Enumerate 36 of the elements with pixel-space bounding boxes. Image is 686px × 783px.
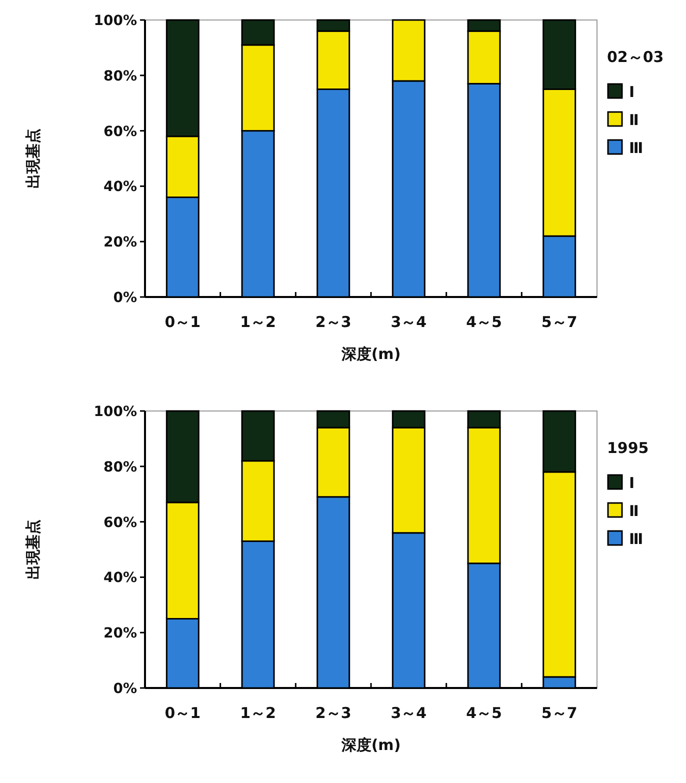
legend-label: Ⅱ bbox=[629, 111, 639, 129]
x-tick-label: 0～1 bbox=[164, 313, 201, 331]
x-tick-label: 3～4 bbox=[390, 313, 427, 331]
y-tick-label: 20% bbox=[103, 234, 137, 251]
x-tick-label: 1～2 bbox=[240, 704, 276, 722]
x-tick-label: 2～3 bbox=[315, 313, 352, 331]
x-axis-title: 深度(m) bbox=[340, 345, 401, 363]
y-tick-label: 80% bbox=[103, 68, 137, 84]
legend-label: Ⅰ bbox=[629, 83, 635, 101]
x-axis-title: 深度(m) bbox=[340, 736, 401, 754]
legend-label: Ⅲ bbox=[629, 139, 644, 157]
y-axis-title: 出現基点 bbox=[24, 128, 42, 188]
y-tick-label: 60% bbox=[103, 124, 137, 140]
y-tick-label: 100% bbox=[94, 13, 137, 29]
x-tick-label: 0～1 bbox=[164, 704, 201, 722]
x-tick-label: 5～7 bbox=[541, 704, 578, 722]
x-tick-label: 4～5 bbox=[466, 313, 502, 331]
legend-label: Ⅱ bbox=[629, 502, 639, 520]
y-axis-title: 出現基点 bbox=[24, 520, 42, 580]
y-tick-label: 80% bbox=[103, 459, 137, 476]
x-tick-label: 3～4 bbox=[390, 704, 427, 722]
y-tick-label: 20% bbox=[103, 626, 137, 642]
legend-title: 1995 bbox=[607, 439, 649, 457]
x-tick-label: 2～3 bbox=[315, 704, 352, 722]
x-tick-label: 1～2 bbox=[240, 313, 276, 331]
y-tick-label: 60% bbox=[103, 514, 137, 531]
y-tick-label: 100% bbox=[94, 404, 137, 420]
legend-label: Ⅰ bbox=[629, 474, 635, 492]
legend-title: 02～03 bbox=[607, 48, 664, 66]
x-tick-label: 4～5 bbox=[466, 704, 502, 722]
y-tick-label: 40% bbox=[103, 570, 137, 586]
x-tick-label: 5～7 bbox=[541, 313, 578, 331]
y-tick-label: 40% bbox=[103, 179, 137, 196]
y-tick-label: 0% bbox=[113, 290, 137, 306]
y-tick-label: 0% bbox=[113, 681, 137, 697]
legend-label: Ⅲ bbox=[629, 530, 644, 548]
